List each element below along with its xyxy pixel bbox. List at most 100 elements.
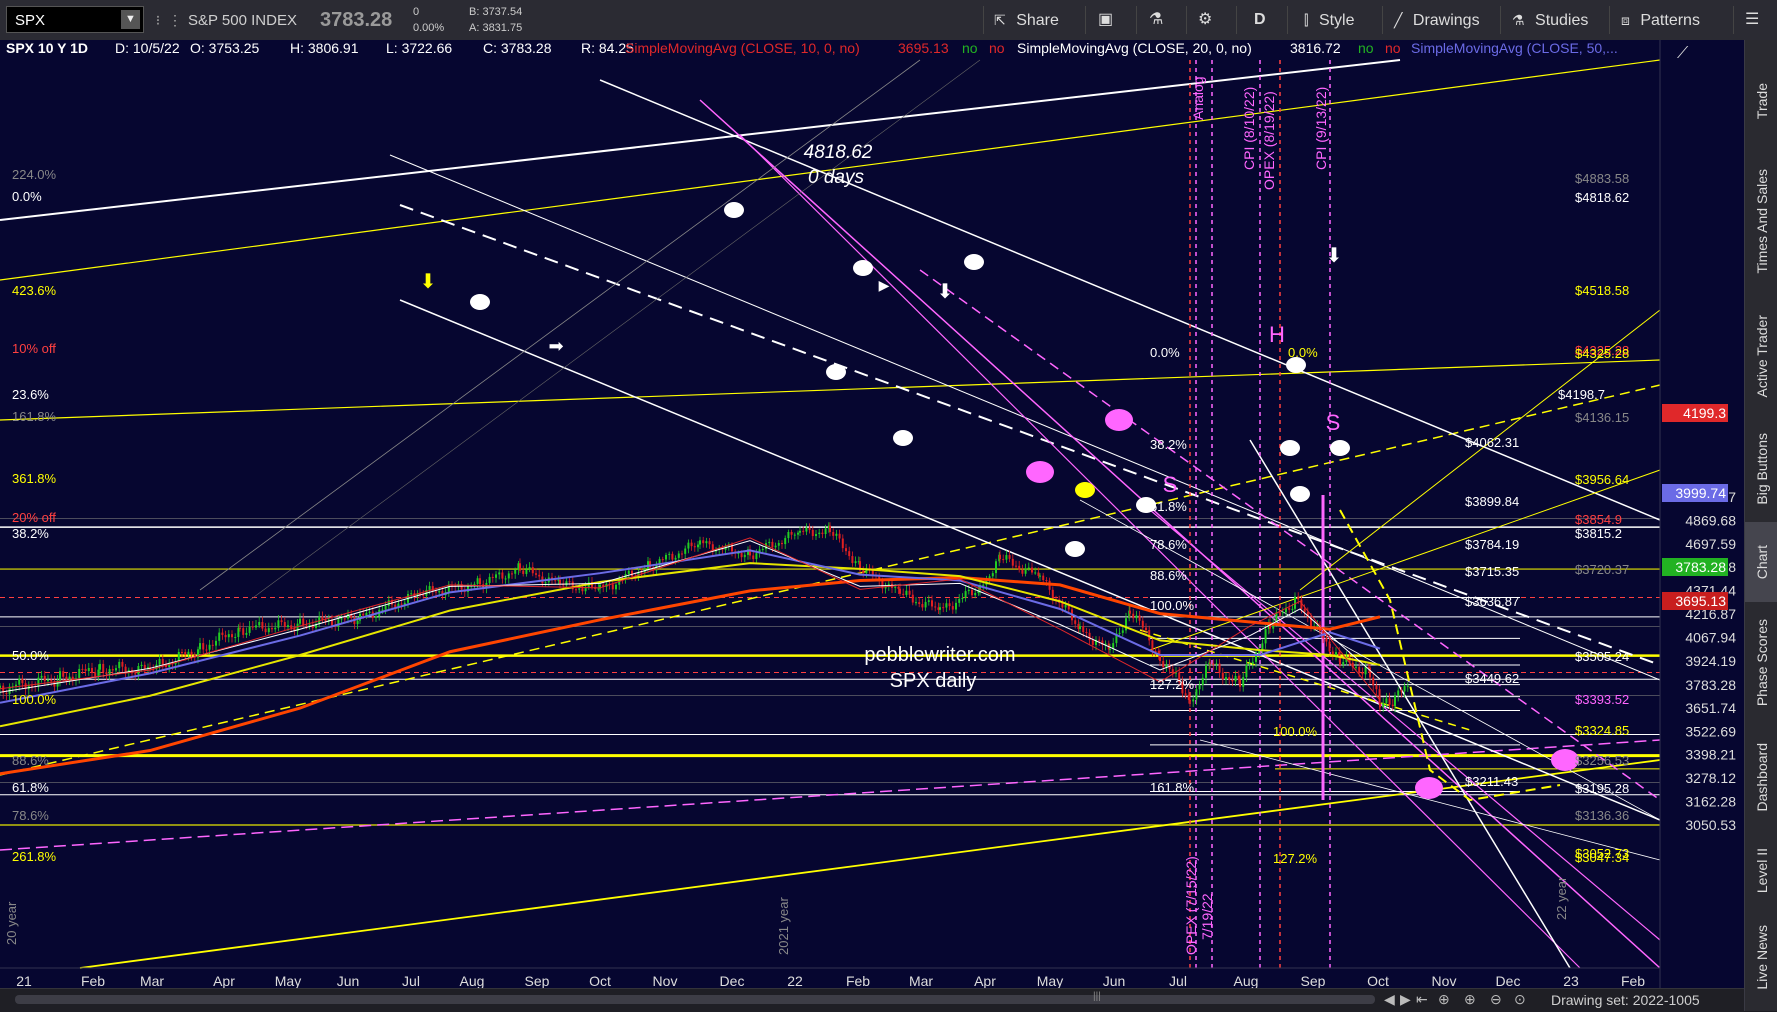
zoom-fit-icon[interactable]: ⟋ [1677,45,1689,62]
candle-body [747,549,749,555]
chevron-down-icon[interactable]: ▼ [121,10,140,29]
gear-icon[interactable]: ⚙ [1198,11,1213,28]
candle-body [37,677,40,687]
tab-phase-scores[interactable]: Phase Scores [1745,602,1777,724]
tab-trade[interactable]: Trade [1745,56,1777,146]
time-axis-tick: May [1037,973,1063,988]
candle-body [832,532,835,536]
candle-body [1192,699,1195,702]
drawings-button[interactable]: ╱ Drawings [1394,5,1480,35]
menu-icon[interactable]: ☰ [1745,11,1760,28]
candle-body [1316,625,1319,627]
tab-label: Big Buttons [1753,433,1770,505]
fib-price-label: $3636.87 [1465,594,1519,609]
time-axis-tick: Dec [1496,973,1521,988]
candle-body [554,580,557,582]
candle-body [902,593,905,595]
crosshair-icon[interactable]: ⊕ [1438,991,1450,1007]
zoom-out-icon[interactable]: ⊖ [1490,991,1502,1007]
fib-label: 261.8% [12,849,57,864]
candle-body [1225,677,1227,680]
candle-body [761,549,764,551]
scroll-right-icon[interactable]: ▶ [1400,991,1411,1007]
candle-body [934,606,937,608]
divider [983,6,984,34]
tab-times-and-sales[interactable]: Times And Sales [1745,146,1777,296]
patterns-button[interactable]: ⧈ Patterns [1621,5,1700,35]
time-axis-tick: 22 [787,973,803,988]
candle-body [971,589,973,596]
tab-live-news[interactable]: Live News [1745,912,1777,1002]
horizontal-scrollbar[interactable] [15,995,1375,1004]
pivot-marker [853,260,873,276]
candle-body [1011,558,1014,566]
sma50-study[interactable]: SimpleMovingAvg (CLOSE, 50,... [1411,40,1618,56]
candle-body [277,620,280,628]
moving-averages [0,509,1561,802]
candle-body [1138,615,1141,621]
chart-area[interactable]: Analog CPI (8/10/22) OPEX (8/19/22) CPI (9/… [0,40,1744,988]
sma10-value: 3695.13 [898,40,949,56]
zoom-fit-icon[interactable]: ⊙ [1514,991,1526,1007]
candle-body [538,574,541,577]
candle-body [350,614,353,618]
candle-body [1361,672,1364,675]
candle-body [1154,650,1157,652]
price-chart[interactable]: Analog CPI (8/10/22) OPEX (8/19/22) CPI (9/… [0,40,1744,988]
flask-icon[interactable]: ⚗ [1149,11,1164,28]
fib-price-label: $3136.36 [1575,808,1629,823]
time-axis-tick: Oct [1367,973,1389,988]
candle-body [1088,632,1091,641]
watermark-site: pebblewriter.com [864,644,1015,666]
candle-body [1187,694,1190,700]
candle-body [1021,569,1024,574]
tab-dashboard[interactable]: Dashboard [1745,724,1777,830]
candle-body [118,661,121,669]
style-button[interactable]: ⫿ Style [1304,5,1355,35]
candle-body [1234,675,1237,682]
candle-body [1342,661,1345,665]
event-markers: Analog CPI (8/10/22) OPEX (8/19/22) CPI (9/… [1183,60,1331,968]
candle-body [838,533,841,539]
candle-body [1109,648,1111,650]
tab-chart[interactable]: Chart [1745,522,1777,602]
candle-body [1338,652,1341,658]
tab-level-ii[interactable]: Level II [1745,830,1777,912]
event-label: Analog [1190,76,1206,120]
candle-body [1112,643,1115,649]
grid-icon[interactable]: ▣ [1098,11,1114,28]
period-button[interactable]: D [1254,11,1266,28]
symbol-selector[interactable]: SPX ▼ [6,6,144,33]
fib-price-label: $3052.73 [1575,846,1629,861]
candle-body [15,684,17,687]
sma10-study[interactable]: SimpleMovingAvg (CLOSE, 10, 0, no) [625,40,860,56]
tab-big-buttons[interactable]: Big Buttons [1745,416,1777,522]
fib-price-label: $3393.52 [1575,692,1629,707]
candle-body [488,576,491,583]
fib-label: 38.2% [12,526,49,541]
scroll-grip-icon[interactable]: ||| [1093,991,1101,1002]
candle-body [305,625,308,627]
candle-body [640,572,643,574]
candle-body [68,676,71,680]
reset-icon[interactable]: ⇤ [1416,991,1428,1007]
time-axis-tick: Jul [402,973,420,988]
link-icon[interactable]: ⁝ [155,12,161,28]
candle-body [431,586,434,592]
zoom-in-icon[interactable]: ⊕ [1464,991,1476,1007]
price-tag-label: 3695.13 [1675,593,1726,609]
share-button[interactable]: ⇱ Share [994,5,1059,35]
candle-body [514,569,517,574]
scroll-left-icon[interactable]: ◀ [1384,991,1395,1007]
target-marker [1105,409,1133,431]
right-arrow-icon: ▶ [879,277,890,293]
candle-body [1008,555,1011,559]
time-axis-tick: Oct [589,973,611,988]
studies-button[interactable]: ⚗ Studies [1512,5,1588,35]
candle-body [1264,628,1267,644]
head-letter: H [1269,322,1285,347]
sma20-study[interactable]: SimpleMovingAvg (CLOSE, 20, 0, no) [1017,40,1252,56]
down-arrow-icon: ⬇ [1326,245,1343,267]
tab-active-trader[interactable]: Active Trader [1745,296,1777,416]
grip-icon[interactable]: ⋮ [168,12,182,28]
